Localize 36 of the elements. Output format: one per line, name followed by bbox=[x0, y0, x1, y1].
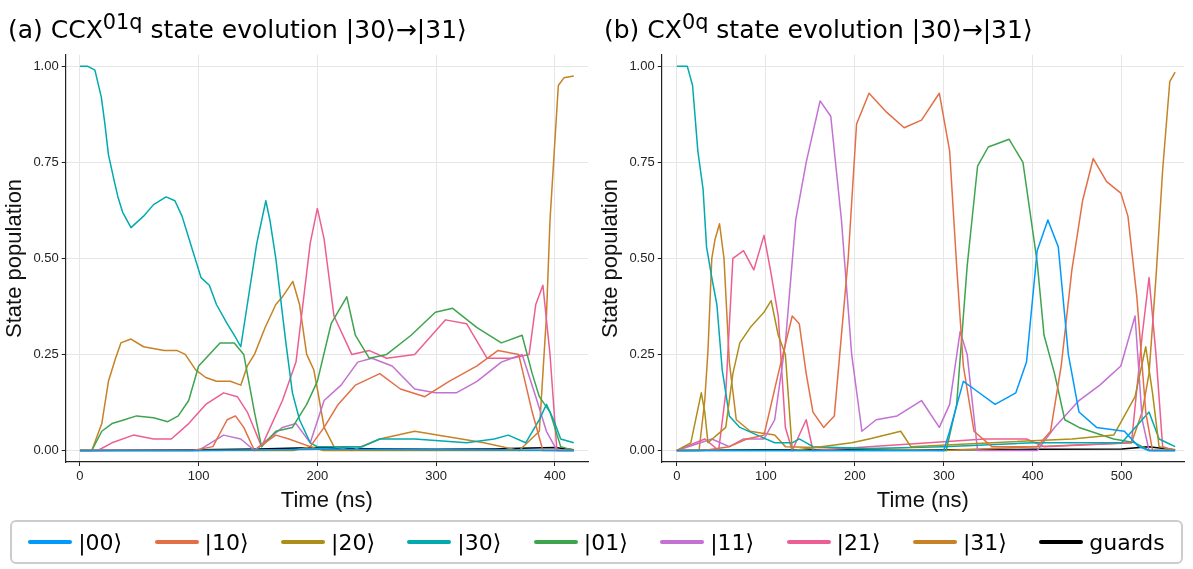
x-axis-title: Time (ns) bbox=[876, 486, 969, 512]
x-tick-label: 100 bbox=[187, 468, 210, 484]
y-axis-title: State population bbox=[1, 178, 27, 338]
legend-label: |20⟩ bbox=[330, 529, 375, 555]
legend-label: |31⟩ bbox=[962, 529, 1007, 555]
x-tick-label: 0 bbox=[76, 468, 84, 484]
x-tick-label: 0 bbox=[673, 468, 681, 484]
x-tick-label: 200 bbox=[843, 468, 866, 484]
chart-title: (a) CCX$^{01q}$ state evolution |30⟩→|31⟩ bbox=[7, 9, 468, 45]
x-tick-label: 400 bbox=[1021, 468, 1044, 484]
y-tick-label: 0.00 bbox=[629, 442, 655, 458]
x-tick-label: 200 bbox=[306, 468, 329, 484]
legend-label: |10⟩ bbox=[204, 529, 249, 555]
x-tick-label: 400 bbox=[543, 468, 566, 484]
legend-label: guards bbox=[1089, 529, 1165, 555]
y-tick-label: 0.50 bbox=[33, 249, 59, 265]
legend-label: |00⟩ bbox=[78, 529, 123, 555]
legend-label: |30⟩ bbox=[457, 529, 502, 555]
y-axis-title: State population bbox=[597, 178, 623, 338]
y-tick-label: 1.00 bbox=[629, 57, 655, 73]
x-tick-label: 300 bbox=[425, 468, 447, 484]
x-tick-label: 100 bbox=[754, 468, 777, 484]
x-axis-title: Time (ns) bbox=[280, 486, 373, 512]
legend-label: |01⟩ bbox=[583, 529, 628, 555]
legend-label: |11⟩ bbox=[710, 529, 755, 555]
y-tick-label: 0.25 bbox=[629, 346, 655, 362]
y-tick-label: 0.75 bbox=[629, 153, 655, 169]
y-tick-label: 0.75 bbox=[33, 153, 59, 169]
x-tick-label: 300 bbox=[932, 468, 955, 484]
y-tick-label: 1.00 bbox=[33, 57, 59, 73]
y-tick-label: 0.50 bbox=[629, 249, 655, 265]
x-tick-label: 500 bbox=[1110, 468, 1133, 484]
y-tick-label: 0.25 bbox=[33, 346, 59, 362]
chart-title: (b) CX$^{0q}$ state evolution |30⟩→|31⟩ bbox=[603, 9, 1034, 45]
legend-label: |21⟩ bbox=[836, 529, 881, 555]
y-tick-label: 0.00 bbox=[33, 442, 59, 458]
